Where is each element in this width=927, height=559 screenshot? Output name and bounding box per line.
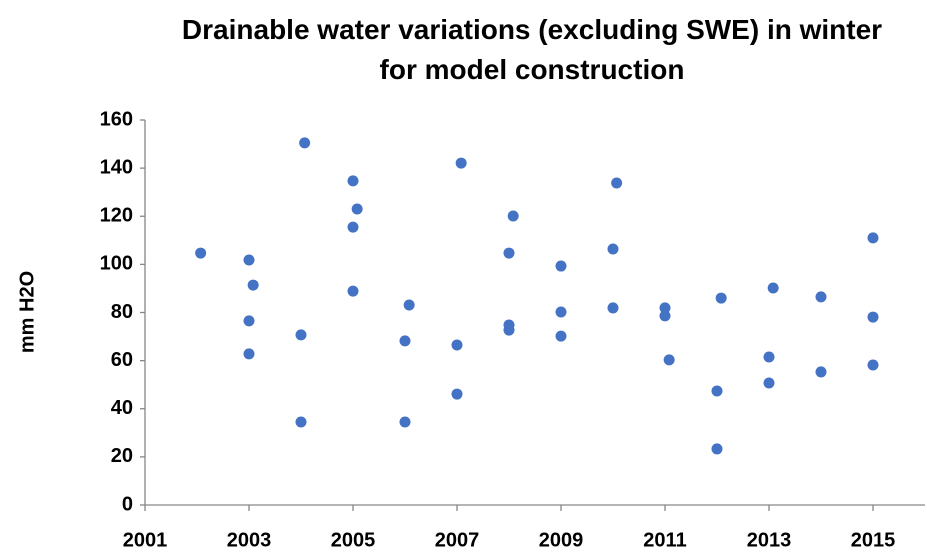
point [663,354,675,366]
point [611,177,623,189]
point [295,416,307,428]
point [347,175,359,187]
x-tick-label: 2015 [851,529,896,551]
point [659,310,671,322]
point [243,315,255,327]
point [815,366,827,378]
point [455,157,467,169]
point [715,292,727,304]
point [503,247,515,259]
point [403,299,415,311]
point [243,348,255,360]
y-axis-label: mm H2O [16,271,38,353]
y-tick-label: 0 [122,493,133,515]
y-tick-label: 80 [111,301,133,323]
point [607,243,619,255]
point [347,221,359,233]
x-tick-label: 2005 [331,529,376,551]
point [247,279,259,291]
point [767,282,779,294]
point [295,329,307,341]
point [607,302,619,314]
point [555,260,567,272]
y-tick-label: 140 [100,156,133,178]
x-tick-label: 2009 [539,529,584,551]
point [711,443,723,455]
x-tick-label: 2003 [227,529,272,551]
point [659,302,671,314]
point [399,416,411,428]
x-tick-label: 2007 [435,529,480,551]
point [451,388,463,400]
point [763,351,775,363]
x-tick-label: 2001 [123,529,168,551]
x-tick-label: 2011 [643,529,686,551]
point [195,247,207,259]
y-tick-label: 100 [100,253,133,275]
y-tick-label: 20 [111,445,133,467]
point [867,359,879,371]
point [555,306,567,318]
point [347,285,359,297]
point [399,335,411,347]
y-tick-label: 40 [111,397,133,419]
point [815,291,827,303]
point [555,330,567,342]
point [503,324,515,336]
y-tick-label: 60 [111,349,133,371]
y-tick-label: 160 [100,108,133,130]
point [351,203,363,215]
point [299,137,311,149]
chart-title: Drainable water variations (excluding SW… [181,14,883,85]
point [451,339,463,351]
point [867,311,879,323]
point [763,377,775,389]
point [507,210,519,222]
x-tick-label: 2013 [747,529,792,551]
point [711,385,723,397]
point [243,254,255,266]
point [867,232,879,244]
y-tick-label: 120 [100,205,133,227]
